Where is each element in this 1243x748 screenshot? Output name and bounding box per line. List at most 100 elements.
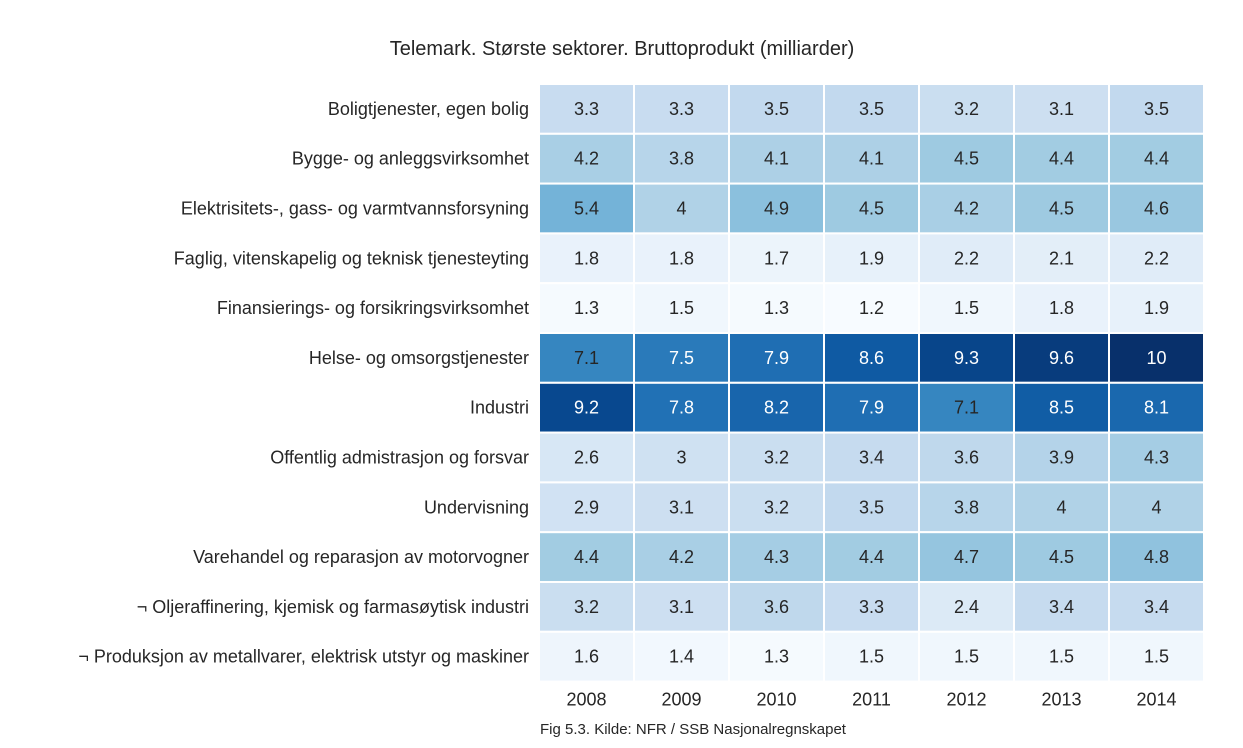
cell-value-label: 2.6 <box>574 448 599 468</box>
heatmap-cell <box>1013 83 1110 135</box>
cell-value-label: 3 <box>676 448 686 468</box>
cell-value-label: 4.8 <box>1144 547 1169 567</box>
chart-caption: Fig 5.3. Kilde: NFR / SSB Nasjonalregnsk… <box>540 721 847 738</box>
column-label: 2011 <box>852 690 891 710</box>
heatmap-cell <box>1013 232 1110 285</box>
cell-value-label: 1.3 <box>574 298 599 318</box>
column-label: 2013 <box>1041 690 1081 710</box>
heatmap-cell <box>633 630 730 683</box>
cell-value-label: 4.7 <box>954 547 979 567</box>
heatmap-cell <box>918 481 1015 534</box>
cell-value-label: 3.8 <box>954 497 979 517</box>
row-label: ¬ Oljeraffinering, kjemisk og farmasøyti… <box>137 597 529 617</box>
cell-value-label: 1.7 <box>764 248 789 268</box>
row-label: Bygge- og anleggsvirksomhet <box>292 149 529 169</box>
cell-value-label: 9.6 <box>1049 348 1074 368</box>
heatmap-cell <box>728 182 825 235</box>
cell-value-label: 4.9 <box>764 199 789 219</box>
heatmap-cell <box>633 83 730 135</box>
row-label: Varehandel og reparasjon av motorvogner <box>193 547 529 567</box>
heatmap-cell <box>633 182 730 235</box>
cell-value-label: 4.4 <box>1049 149 1074 169</box>
cell-value-label: 1.5 <box>1049 647 1074 667</box>
cell-value-label: 3.4 <box>1144 597 1169 617</box>
heatmap-cell <box>728 581 825 633</box>
row-label: Boligtjenester, egen bolig <box>328 99 529 119</box>
heatmap-cell <box>918 182 1015 235</box>
heatmap-cell <box>538 282 635 335</box>
heatmap-cell <box>728 381 825 434</box>
row-label: Elektrisitets-, gass- og varmtvannsforsy… <box>181 199 529 219</box>
cell-value-label: 3.4 <box>1049 597 1074 617</box>
cell-value-label: 9.2 <box>574 398 599 418</box>
chart-title: Telemark. Største sektorer. Bruttoproduk… <box>390 38 855 60</box>
cell-value-label: 1.8 <box>1049 298 1074 318</box>
heatmap-cell <box>728 481 825 534</box>
heatmap-cell <box>1013 381 1110 434</box>
heatmap-cell <box>728 531 825 584</box>
cell-value-label: 4.2 <box>574 149 599 169</box>
cell-value-label: 3.1 <box>1049 99 1074 119</box>
heatmap-cell <box>1013 431 1110 484</box>
cell-value-label: 1.5 <box>954 298 979 318</box>
cell-value-label: 3.3 <box>574 99 599 119</box>
cell-value-label: 1.5 <box>669 298 694 318</box>
heatmap-cell <box>538 630 635 683</box>
heatmap-cell <box>918 630 1015 683</box>
cell-value-label: 4 <box>1056 497 1066 517</box>
cell-value-label: 1.4 <box>669 647 694 667</box>
cell-value-label: 4.5 <box>1049 199 1074 219</box>
cell-value-label: 2.2 <box>1144 248 1169 268</box>
cell-value-label: 3.1 <box>669 497 694 517</box>
cell-value-label: 8.1 <box>1144 398 1169 418</box>
cell-value-label: 4.1 <box>764 149 789 169</box>
cell-value-label: 2.4 <box>954 597 979 617</box>
cell-value-label: 1.5 <box>954 647 979 667</box>
heatmap-cell <box>538 431 635 484</box>
cell-value-label: 1.8 <box>669 248 694 268</box>
cell-value-label: 3.3 <box>669 99 694 119</box>
cell-value-label: 3.6 <box>764 597 789 617</box>
column-label: 2009 <box>661 690 701 710</box>
cell-value-label: 1.5 <box>1144 647 1169 667</box>
row-label: Finansierings- og forsikringsvirksomhet <box>217 298 529 318</box>
cell-value-label: 2.2 <box>954 248 979 268</box>
heatmap-cell <box>823 531 920 584</box>
cell-value-label: 4 <box>1151 497 1161 517</box>
heatmap-cell <box>728 132 825 185</box>
heatmap-cell <box>538 232 635 285</box>
heatmap-cell <box>1108 431 1205 484</box>
row-label: Undervisning <box>424 497 529 517</box>
row-label: Helse- og omsorgstjenester <box>309 348 529 368</box>
cell-value-label: 1.6 <box>574 647 599 667</box>
heatmap-cell <box>1108 332 1205 384</box>
heatmap-cell <box>823 630 920 683</box>
column-label: 2010 <box>756 690 796 710</box>
heatmap-cell <box>918 581 1015 633</box>
cell-value-label: 4.4 <box>1144 149 1169 169</box>
cell-value-label: 3.5 <box>859 497 884 517</box>
cell-value-label: 3.5 <box>1144 99 1169 119</box>
heatmap-cell <box>1108 381 1205 434</box>
cell-value-label: 4.5 <box>859 199 884 219</box>
cell-value-label: 3.1 <box>669 597 694 617</box>
row-label: ¬ Produksjon av metallvarer, elektrisk u… <box>78 647 529 667</box>
cell-value-label: 4.3 <box>1144 448 1169 468</box>
cell-value-label: 1.3 <box>764 298 789 318</box>
cell-value-label: 1.5 <box>859 647 884 667</box>
cell-value-label: 7.9 <box>764 348 789 368</box>
heatmap-cell <box>538 332 635 384</box>
heatmap-cell <box>1013 531 1110 584</box>
cell-value-label: 3.2 <box>954 99 979 119</box>
cell-value-label: 2.1 <box>1049 248 1074 268</box>
heatmap-cell <box>823 581 920 633</box>
cell-value-label: 4.5 <box>954 149 979 169</box>
heatmap-cell <box>633 431 730 484</box>
cell-value-label: 8.6 <box>859 348 884 368</box>
heatmap-cell <box>1013 182 1110 235</box>
cell-value-label: 3.2 <box>574 597 599 617</box>
column-label: 2012 <box>946 690 986 710</box>
cell-value-label: 1.3 <box>764 647 789 667</box>
heatmap-cell <box>728 282 825 335</box>
